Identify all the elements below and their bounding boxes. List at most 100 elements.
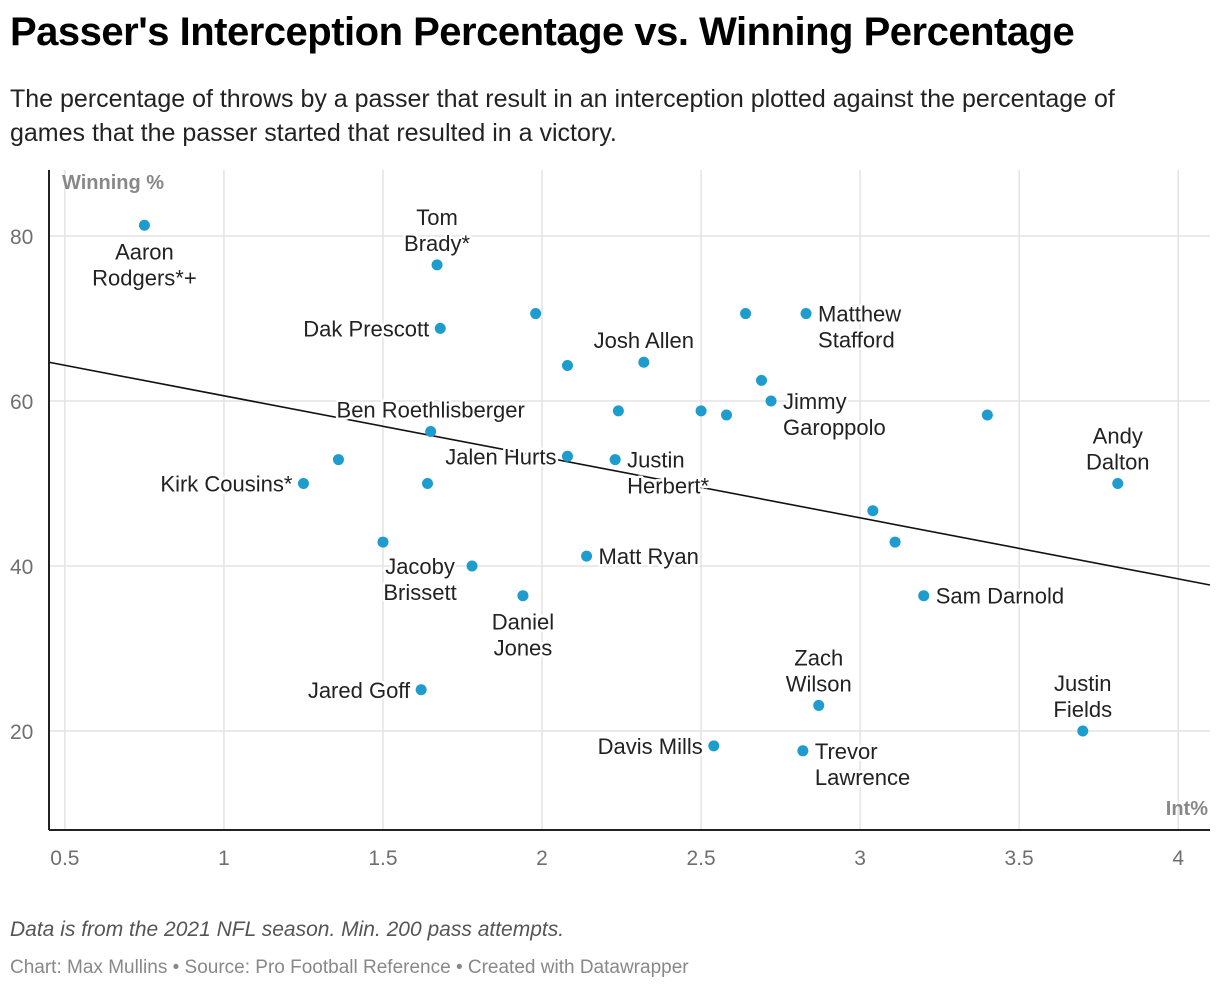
point-label-line: Dak Prescott — [303, 316, 429, 341]
chart-byline: Chart: Max Mullins • Source: Pro Footbal… — [10, 957, 689, 978]
data-point — [431, 259, 443, 271]
data-point — [797, 745, 809, 757]
data-point — [434, 322, 446, 334]
label-layer: Aaron Rodgers*+ Tom Brady* Dak Prescott Josh … — [90, 202, 1152, 792]
point-label: Aaron Rodgers*+ — [92, 239, 197, 290]
trend-layer — [48, 361, 1211, 586]
point-label-line: Rodgers*+ — [92, 265, 197, 290]
x-tick-label: 4 — [1172, 847, 1184, 870]
point-label: Kirk Cousins* — [160, 472, 292, 497]
point-label: Sam Darnold — [936, 584, 1064, 609]
data-point — [918, 590, 930, 602]
point-label-line: Matt Ryan — [599, 544, 699, 569]
point-label-line: Ben Roethlisberger — [337, 398, 525, 423]
point-label-line: Jared Goff — [308, 678, 411, 703]
data-point — [517, 590, 529, 602]
point-label: Jimmy Garoppolo — [783, 389, 886, 440]
data-point — [138, 219, 150, 231]
point-label-line: Wilson — [786, 671, 852, 696]
data-point — [1077, 725, 1089, 737]
data-point — [422, 478, 434, 489]
point-label-line: Justin — [1054, 671, 1111, 696]
data-point — [415, 684, 427, 696]
data-point — [740, 308, 752, 320]
x-tick-label: 1.5 — [368, 847, 397, 870]
y-tick-label: 40 — [10, 556, 33, 579]
axis-layer: 0.5 1 1.5 2 2.5 3 3.5 4 20 40 60 80 Winning % Int% — [10, 170, 1210, 870]
data-point — [297, 478, 309, 489]
point-label: Jared Goff — [308, 678, 411, 703]
point-label-line: Brissett — [383, 580, 456, 605]
point-label-line: Justin — [627, 448, 684, 473]
point-label-line: Stafford — [818, 328, 895, 353]
point-label-line: Garoppolo — [783, 415, 886, 440]
point-label-line: Zach — [794, 645, 843, 670]
data-point — [867, 505, 879, 517]
point-label-line: Herbert* — [627, 474, 709, 499]
data-point — [377, 536, 389, 548]
y-tick-label: 20 — [10, 721, 33, 744]
data-point — [332, 454, 344, 466]
point-label: Dak Prescott — [303, 316, 429, 341]
point-label: Tom Brady* — [404, 205, 470, 256]
data-point — [756, 374, 768, 386]
x-tick-label: 2.5 — [686, 847, 715, 870]
data-point — [466, 560, 478, 572]
point-layer — [138, 219, 1124, 757]
x-axis-title: Int% — [1166, 798, 1208, 820]
point-label: Justin Fields — [1053, 671, 1112, 722]
point-label-line: Fields — [1053, 697, 1112, 722]
data-point — [638, 356, 650, 368]
point-label-line: Lawrence — [815, 765, 910, 790]
data-point — [981, 409, 993, 421]
data-point — [425, 426, 437, 438]
x-tick-label: 3.5 — [1005, 847, 1034, 870]
x-tick-label: 1 — [218, 847, 230, 870]
data-point — [1112, 478, 1124, 489]
point-label-line: Jalen Hurts — [445, 444, 556, 469]
point-label-line: Dalton — [1086, 450, 1150, 475]
chart-notes: Data is from the 2021 NFL season. Min. 2… — [10, 918, 565, 941]
point-label: Trevor Lawrence — [815, 739, 910, 790]
point-label-line: Jacoby — [385, 554, 455, 579]
chart-subtitle: The percentage of throws by a passer tha… — [10, 85, 1115, 147]
point-label: Jalen Hurts — [445, 444, 556, 469]
data-point — [561, 450, 573, 462]
data-point — [530, 308, 542, 320]
point-label: Josh Allen — [594, 328, 694, 353]
point-label-line: Josh Allen — [594, 328, 694, 353]
point-label-line: Matthew — [818, 302, 901, 327]
data-point — [800, 308, 812, 320]
point-label: Zach Wilson — [786, 645, 852, 696]
point-label: Ben Roethlisberger — [337, 398, 525, 423]
chart-title: Passer's Interception Percentage vs. Win… — [10, 10, 1075, 54]
data-point — [765, 395, 777, 407]
x-tick-label: 2 — [536, 847, 548, 870]
data-point — [813, 699, 825, 711]
data-point — [609, 454, 621, 466]
point-label-line: Trevor — [815, 739, 878, 764]
x-tick-label: 0.5 — [50, 847, 79, 870]
point-label-line: Sam Darnold — [936, 584, 1064, 609]
point-label: Davis Mills — [598, 734, 703, 759]
point-label: Andy Dalton — [1086, 424, 1150, 475]
y-tick-label: 80 — [10, 226, 33, 249]
point-label: Matthew Stafford — [818, 302, 901, 353]
point-label-line: Davis Mills — [598, 734, 703, 759]
x-tick-label: 3 — [854, 847, 866, 870]
data-point — [561, 360, 573, 372]
point-label-line: Andy — [1093, 424, 1143, 449]
data-point — [581, 550, 593, 562]
point-label: Daniel Jones — [492, 610, 554, 661]
y-axis-title: Winning % — [62, 172, 164, 194]
point-label-line: Aaron — [115, 239, 174, 264]
point-label-line: Jimmy — [783, 389, 847, 414]
scatter-chart: 0.5 1 1.5 2 2.5 3 3.5 4 20 40 60 80 Winning % Int% Aa… — [10, 170, 1211, 870]
data-point — [708, 740, 720, 752]
data-point — [889, 536, 901, 548]
data-point — [612, 405, 624, 417]
data-point — [721, 409, 733, 421]
trendline — [48, 361, 1211, 586]
point-label: Jacoby Brissett — [383, 554, 456, 605]
data-point — [695, 405, 707, 417]
